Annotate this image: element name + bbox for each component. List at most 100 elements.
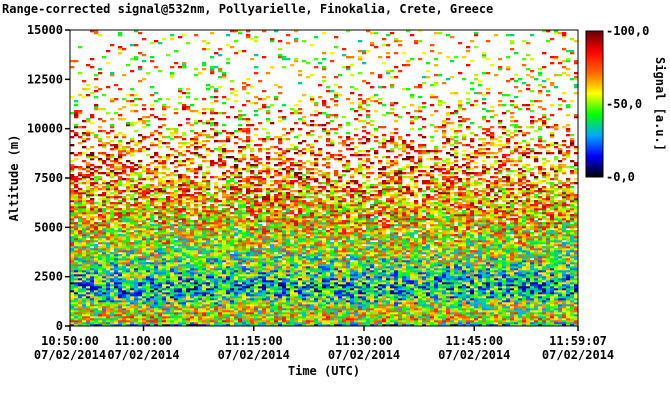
heatmap-cell <box>542 324 547 326</box>
heatmap-cell <box>322 306 327 309</box>
heatmap-cell <box>118 260 123 263</box>
heatmap-cell <box>70 284 75 287</box>
heatmap-cell <box>494 316 499 319</box>
heatmap-cell <box>438 266 443 269</box>
heatmap-cell <box>446 262 451 265</box>
heatmap-cell <box>170 266 175 269</box>
heatmap-cell <box>366 302 371 305</box>
heatmap-cell <box>486 296 491 299</box>
heatmap-cell <box>334 320 339 323</box>
heatmap-cell <box>218 272 223 275</box>
heatmap-cell <box>546 294 551 297</box>
heatmap-cell <box>110 282 115 285</box>
heatmap-cell <box>558 254 563 257</box>
heatmap-cell <box>570 266 575 269</box>
heatmap-cell <box>314 274 319 277</box>
heatmap-cell <box>170 304 175 307</box>
heatmap-cell <box>166 250 171 253</box>
heatmap-cell <box>410 260 415 263</box>
heatmap-cell <box>282 292 287 295</box>
heatmap-cell <box>502 278 507 281</box>
heatmap-cell <box>438 270 443 273</box>
heatmap-cell <box>242 258 247 261</box>
heatmap-cell <box>174 268 179 271</box>
heatmap-cell <box>78 320 83 323</box>
heatmap-cell <box>506 270 511 273</box>
heatmap-cell <box>522 278 527 281</box>
heatmap-cell <box>330 280 335 283</box>
heatmap-cell <box>98 254 103 257</box>
heatmap-cell <box>458 272 463 275</box>
heatmap-cell <box>214 290 219 293</box>
heatmap-cell <box>178 316 183 319</box>
heatmap-cell <box>70 246 75 249</box>
heatmap-cell <box>162 278 167 281</box>
heatmap-cell <box>326 250 331 253</box>
heatmap-cell <box>94 312 99 315</box>
heatmap-cell <box>338 252 343 255</box>
heatmap-cell <box>434 278 439 281</box>
heatmap-cell <box>262 278 267 281</box>
heatmap-cell <box>322 284 327 287</box>
heatmap-cell <box>194 274 199 277</box>
heatmap-cell <box>186 312 191 315</box>
heatmap-cell <box>350 316 355 319</box>
heatmap-cell <box>414 300 419 303</box>
heatmap-cell <box>106 288 111 291</box>
heatmap-cell <box>366 296 371 299</box>
heatmap-cell <box>202 314 207 317</box>
heatmap-cell <box>438 282 443 285</box>
heatmap-cell <box>158 274 163 277</box>
heatmap-cell <box>570 318 575 321</box>
heatmap-cell <box>362 324 367 326</box>
heatmap-cell <box>482 298 487 301</box>
heatmap-cell <box>206 318 211 321</box>
heatmap-cell <box>298 258 303 261</box>
heatmap-cell <box>198 290 203 293</box>
heatmap-cell <box>438 318 443 321</box>
heatmap-cell <box>274 284 279 287</box>
heatmap-cell <box>202 260 207 263</box>
heatmap-cell <box>126 290 131 293</box>
heatmap-cell <box>458 266 463 269</box>
heatmap-cell <box>250 324 255 326</box>
heatmap-cell <box>358 274 363 277</box>
heatmap-cell <box>474 308 479 311</box>
heatmap-cell <box>90 250 95 253</box>
heatmap-cell <box>378 292 383 295</box>
heatmap-cell <box>98 252 103 255</box>
heatmap-cell <box>358 272 363 275</box>
heatmap-cell <box>174 264 179 267</box>
heatmap-cell <box>410 306 415 309</box>
heatmap-cell <box>242 248 247 251</box>
heatmap-cell <box>490 248 495 251</box>
heatmap-cell <box>306 306 311 309</box>
heatmap-cell <box>202 250 207 253</box>
heatmap-cell <box>466 268 471 271</box>
heatmap-cell <box>490 260 495 263</box>
heatmap-cell <box>298 272 303 275</box>
heatmap-cell <box>246 274 251 277</box>
heatmap-cell <box>358 286 363 289</box>
heatmap-cell <box>374 268 379 271</box>
heatmap-cell <box>318 314 323 317</box>
heatmap-cell <box>138 308 143 311</box>
heatmap-cell <box>98 306 103 309</box>
heatmap-cell <box>482 302 487 305</box>
heatmap-cell <box>142 250 147 253</box>
heatmap-cell <box>214 262 219 265</box>
heatmap-cell <box>498 292 503 295</box>
heatmap-cell <box>118 320 123 323</box>
heatmap-cell <box>366 272 371 275</box>
heatmap-cell <box>410 278 415 281</box>
heatmap-cell <box>438 294 443 297</box>
heatmap-cell <box>250 256 255 259</box>
heatmap-cell <box>78 276 83 279</box>
heatmap-cell <box>498 314 503 317</box>
heatmap-cell <box>550 254 555 257</box>
heatmap-cell <box>422 302 427 305</box>
heatmap-cell <box>418 288 423 291</box>
heatmap-cell <box>326 324 331 326</box>
heatmap-cell <box>254 278 259 281</box>
heatmap-cell <box>386 312 391 315</box>
